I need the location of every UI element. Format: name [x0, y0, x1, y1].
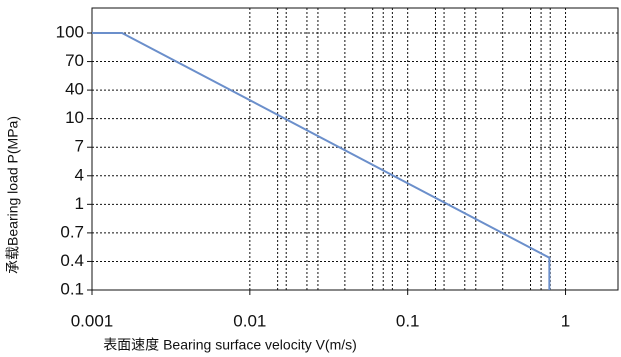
y-tick-label: 0.7 [60, 222, 84, 241]
y-tick-label: 0.4 [60, 251, 84, 270]
y-tick-label: 100 [56, 22, 84, 41]
y-tick-label: 10 [65, 108, 84, 127]
x-tick-label: 0.1 [396, 311, 420, 330]
y-axis-label: 承载Bearing load P(MPa) [5, 116, 21, 274]
x-tick-label: 1 [561, 311, 570, 330]
x-axis-label: 表面速度 Bearing surface velocity V(m/s) [103, 337, 357, 353]
y-tick-label: 40 [65, 80, 84, 99]
y-tick-label: 0.1 [60, 279, 84, 298]
x-tick-label: 0.01 [233, 311, 266, 330]
y-tick-label: 70 [65, 51, 84, 70]
x-tick-label: 0.001 [71, 311, 114, 330]
plot-frame [91, 7, 619, 291]
y-tick-label: 1 [75, 194, 84, 213]
y-tick-label: 4 [75, 165, 84, 184]
data-line [92, 32, 551, 290]
y-tick-label: 7 [75, 137, 84, 156]
